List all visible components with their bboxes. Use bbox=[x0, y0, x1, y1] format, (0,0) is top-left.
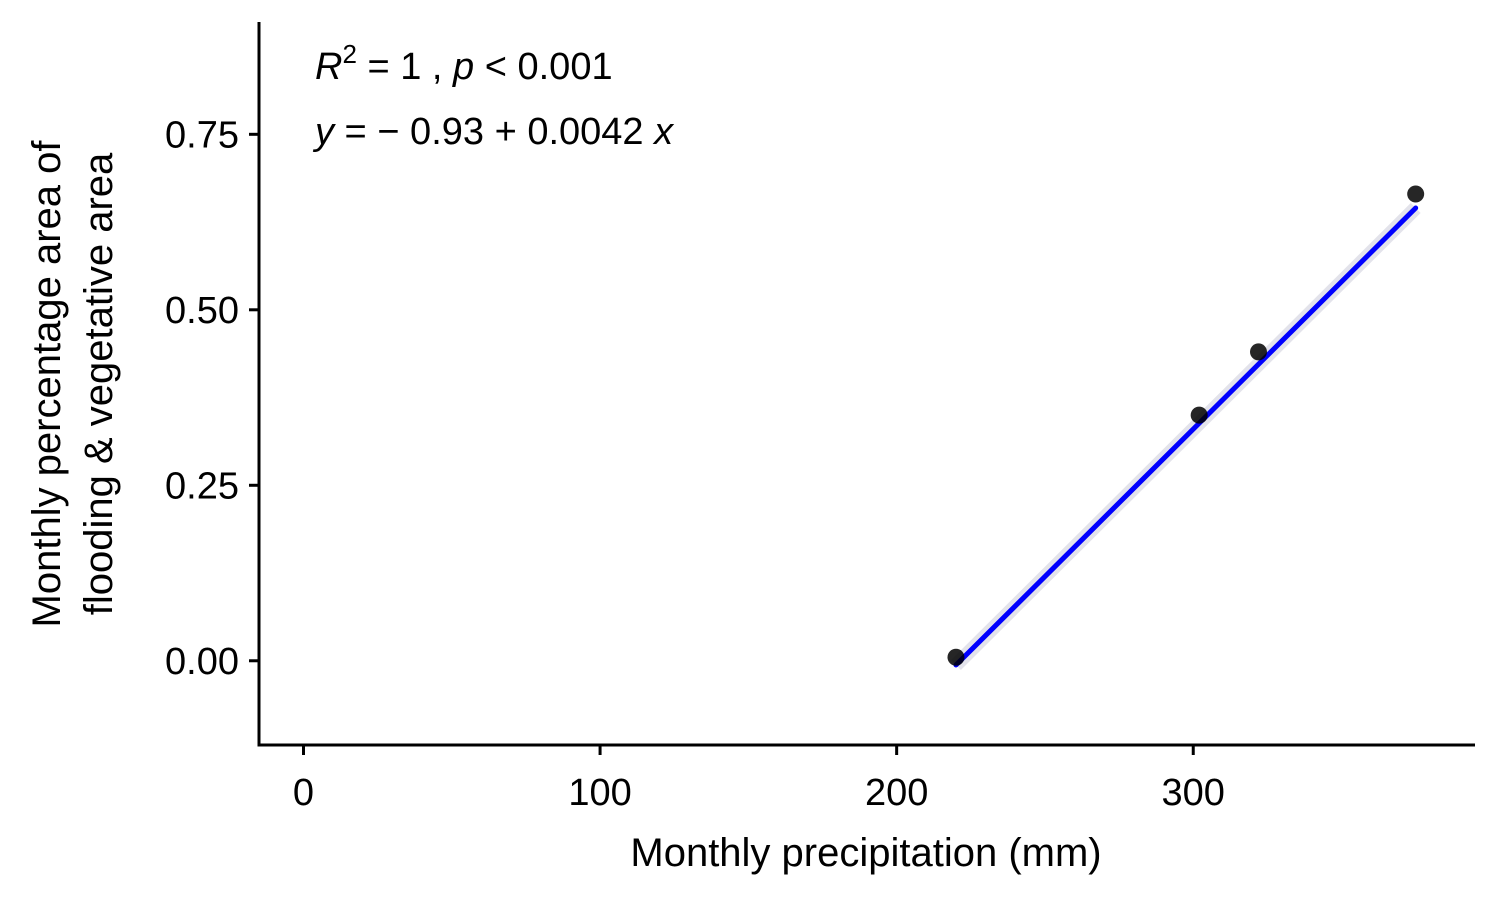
eq-middle: = − 0.93 + 0.0042 bbox=[334, 111, 654, 153]
r2-value: = 1 , bbox=[357, 46, 453, 88]
r2-superscript: 2 bbox=[342, 39, 356, 69]
y-tick-label: 0.25 bbox=[165, 465, 239, 507]
data-point bbox=[1249, 343, 1267, 361]
x-axis-title: Monthly precipitation (mm) bbox=[630, 831, 1101, 875]
data-points bbox=[947, 185, 1425, 666]
y-tick-label: 0.00 bbox=[165, 641, 239, 683]
y-tick-label: 0.75 bbox=[165, 114, 239, 156]
data-point bbox=[947, 648, 965, 666]
equation-annotation: y = − 0.93 + 0.0042 x bbox=[312, 111, 675, 153]
axes bbox=[257, 22, 1475, 747]
eq-y: y bbox=[312, 111, 336, 153]
p-value: < 0.001 bbox=[474, 46, 612, 88]
regression-line bbox=[953, 205, 1419, 668]
data-point bbox=[1407, 185, 1425, 203]
eq-x: x bbox=[652, 111, 675, 153]
y-axis-title-line-1: Monthly percentage area of bbox=[25, 140, 69, 628]
x-tick-label: 0 bbox=[293, 772, 314, 814]
x-tick-label: 300 bbox=[1162, 772, 1225, 814]
x-tick-label: 100 bbox=[568, 772, 631, 814]
fit-line-group bbox=[951, 203, 1421, 670]
r2-symbol: R bbox=[315, 46, 342, 88]
p-symbol: p bbox=[452, 46, 474, 88]
y-tick-label: 0.50 bbox=[165, 290, 239, 332]
data-point bbox=[1190, 406, 1208, 424]
x-tick-label: 200 bbox=[865, 772, 928, 814]
y-axis-title-line-2: flooding & vegetative area bbox=[77, 152, 121, 615]
r2-annotation: R2 = 1 , p < 0.001 bbox=[315, 39, 613, 88]
ticks: 0 100 200 300 0.00 0.25 0.50 0.75 bbox=[165, 114, 1225, 814]
